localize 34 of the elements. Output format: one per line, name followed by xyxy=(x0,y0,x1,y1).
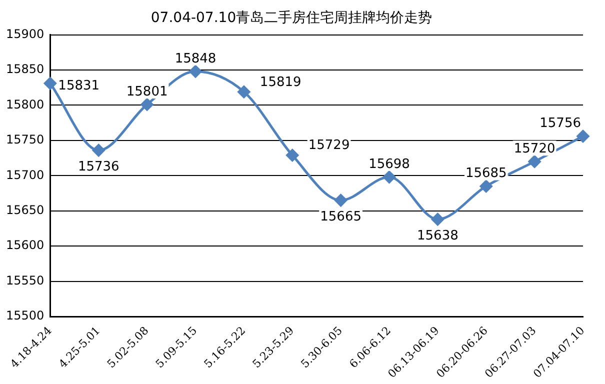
y-tick-label: 15800 xyxy=(6,97,44,112)
point xyxy=(238,86,250,98)
data-label: 15736 xyxy=(78,159,120,174)
y-tick-label: 15900 xyxy=(6,26,44,41)
y-tick-label: 15500 xyxy=(6,308,44,323)
data-label: 15638 xyxy=(417,228,458,244)
point xyxy=(44,77,56,90)
y-tick-label: 15650 xyxy=(6,202,44,217)
data-label: 15698 xyxy=(368,157,410,172)
data-label: 15756 xyxy=(540,116,581,132)
chart-title: 07.04-07.10青岛二手房住宅周挂牌均价走势 xyxy=(150,10,432,26)
data-label: 15685 xyxy=(465,166,507,182)
y-tick-label: 15750 xyxy=(6,132,44,147)
point xyxy=(528,155,541,168)
y-tick-label: 15550 xyxy=(6,273,44,288)
data-label: 15848 xyxy=(174,51,216,66)
point xyxy=(189,65,202,78)
y-tick-label: 15850 xyxy=(6,62,44,76)
point xyxy=(576,130,590,142)
data-label: 15831 xyxy=(58,78,100,94)
point xyxy=(480,180,492,192)
data-label: 15720 xyxy=(514,142,556,157)
point xyxy=(286,148,299,162)
data-label: 15819 xyxy=(260,74,302,90)
data-label: 15729 xyxy=(308,138,350,154)
y-tick-label: 15600 xyxy=(6,238,44,252)
point xyxy=(431,213,444,226)
y-tick-label: 15700 xyxy=(6,168,44,182)
point xyxy=(140,98,154,111)
point xyxy=(92,144,105,157)
data-label: 15665 xyxy=(320,209,362,224)
data-label: 15801 xyxy=(126,84,168,100)
point xyxy=(334,194,348,207)
point xyxy=(382,170,396,184)
